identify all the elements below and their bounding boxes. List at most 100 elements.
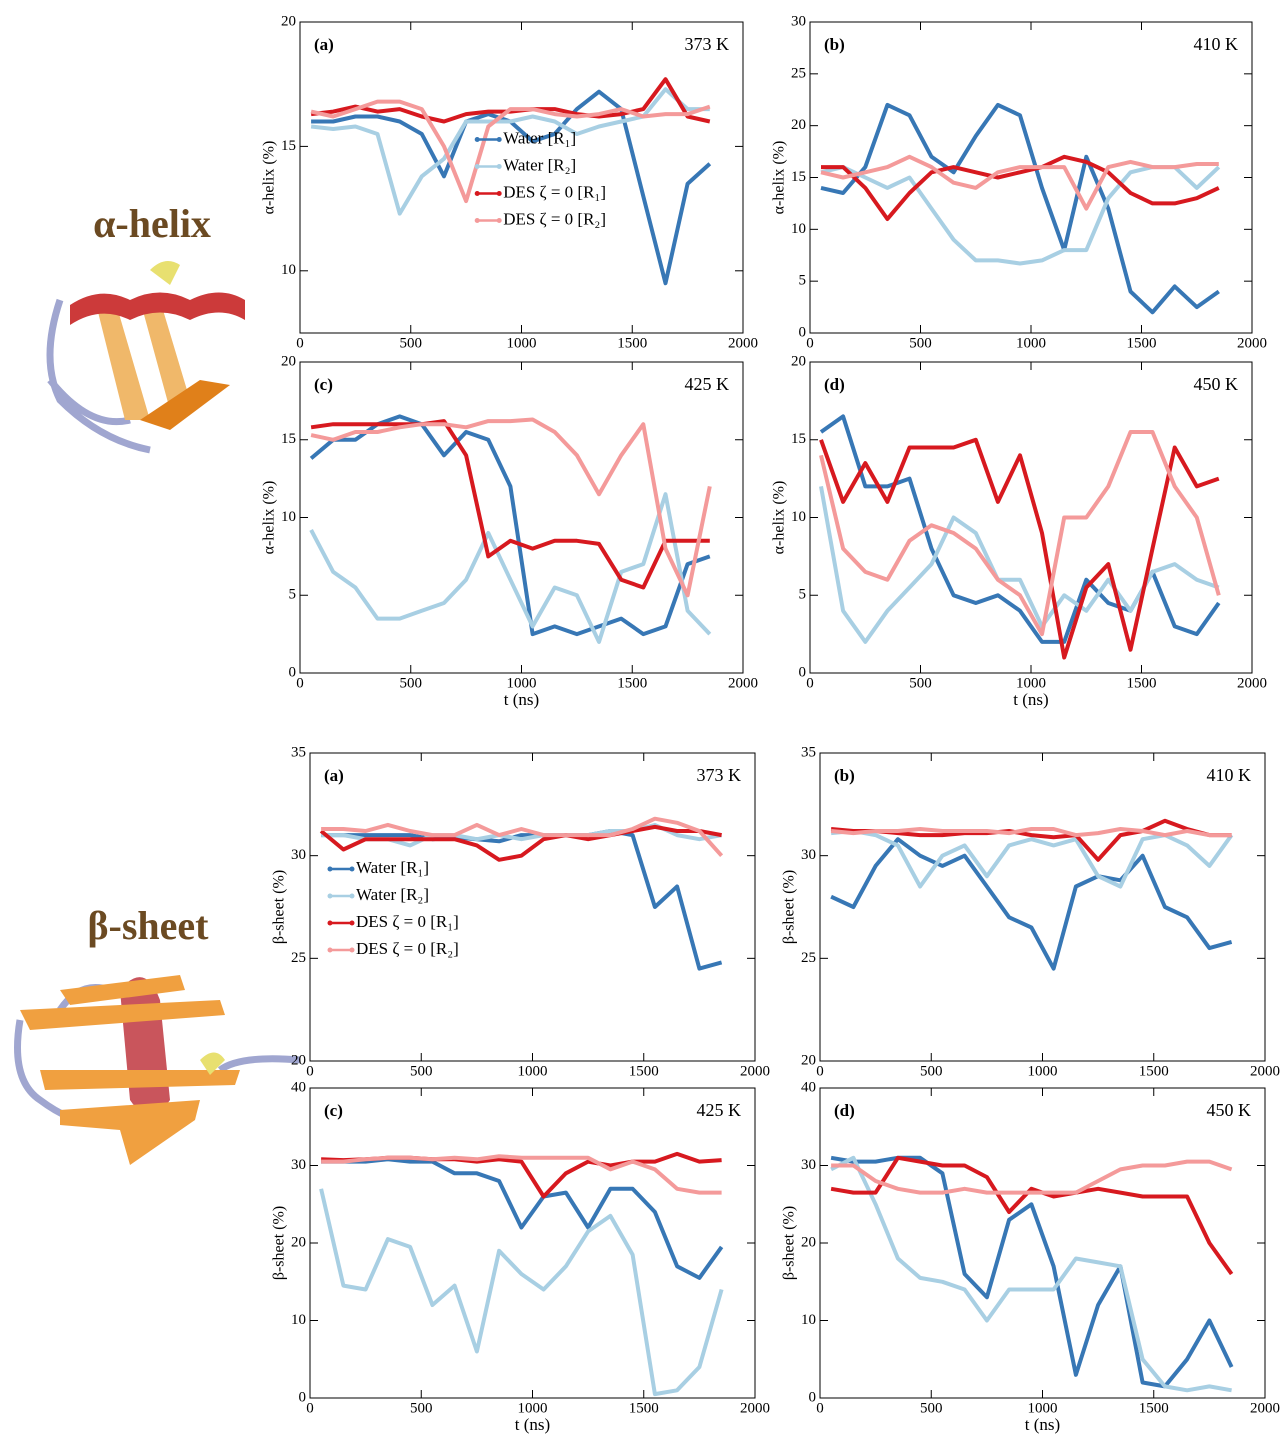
x-tick-label: 0: [306, 1063, 314, 1079]
y-tick-label: 10: [281, 509, 296, 525]
legend-marker: [328, 921, 333, 926]
series-line: [821, 440, 1219, 658]
x-tick-label: 1000: [1016, 335, 1046, 351]
x-tick-label: 1000: [507, 335, 537, 351]
x-tick-label: 1000: [518, 1063, 548, 1079]
panel-label: (b): [824, 35, 845, 54]
panel-label: (a): [324, 766, 344, 785]
annotation: 450 K: [1207, 1100, 1252, 1120]
x-tick-label: 500: [410, 1400, 433, 1416]
sheet-protein: [18, 975, 301, 1165]
panel-label: (d): [824, 375, 845, 394]
y-tick-label: 10: [281, 262, 296, 278]
y-tick-label: 0: [799, 324, 807, 340]
annotation: 373 K: [697, 765, 742, 785]
y-tick-label: 15: [281, 431, 296, 447]
y-axis-label: α-helix (%): [771, 481, 788, 555]
y-axis-label: β-sheet (%): [781, 870, 798, 944]
legend-label: Water [R₂]: [503, 155, 576, 174]
annotation: 410 K: [1207, 765, 1252, 785]
y-tick-label: 20: [801, 1234, 816, 1250]
y-tick-label: 25: [291, 950, 306, 966]
x-tick-label: 500: [920, 1400, 943, 1416]
legend-marker: [497, 164, 502, 169]
x-tick-label: 1500: [1127, 335, 1157, 351]
y-axis-label: α-helix (%): [261, 141, 278, 215]
x-tick-label: 0: [306, 1400, 314, 1416]
legend-marker: [497, 218, 502, 223]
y-axis-label: α-helix (%): [261, 481, 278, 555]
x-tick-label: 1500: [1139, 1063, 1169, 1079]
y-tick-label: 10: [291, 1312, 306, 1328]
figure: α-helix β-sheet 0500100015002000101520α-…: [0, 0, 1280, 1435]
y-tick-label: 40: [291, 1079, 306, 1095]
y-tick-label: 5: [799, 273, 807, 289]
y-tick-label: 20: [291, 1052, 306, 1068]
series-line: [831, 831, 1232, 887]
x-tick-label: 1500: [629, 1063, 659, 1079]
x-tick-label: 500: [400, 335, 423, 351]
y-tick-label: 30: [801, 1157, 816, 1173]
plot-frame: [300, 362, 743, 673]
y-tick-label: 20: [791, 117, 806, 133]
legend-label: DES ζ = 0 [R₁]: [356, 912, 459, 931]
legend-marker: [328, 894, 333, 899]
x-tick-label: 1500: [617, 335, 647, 351]
y-tick-label: 0: [809, 1389, 817, 1405]
y-tick-label: 30: [291, 847, 306, 863]
y-axis-label: α-helix (%): [771, 141, 788, 215]
x-tick-label: 2000: [1250, 1063, 1280, 1079]
annotation: 425 K: [697, 1100, 742, 1120]
series-line: [311, 421, 710, 587]
side-label: β-sheet: [87, 903, 209, 948]
x-tick-label: 500: [909, 335, 932, 351]
series-line: [321, 1189, 721, 1394]
x-tick-label: 500: [920, 1063, 943, 1079]
x-tick-label: 1500: [629, 1400, 659, 1416]
legend-marker: [328, 867, 333, 872]
annotation: 425 K: [685, 374, 730, 394]
x-tick-label: 1000: [1028, 1063, 1058, 1079]
series-line: [311, 416, 710, 634]
y-tick-label: 10: [801, 1312, 816, 1328]
y-axis-label: β-sheet (%): [271, 1206, 288, 1280]
legend-marker: [497, 191, 502, 196]
x-tick-label: 500: [400, 675, 423, 691]
y-tick-label: 30: [791, 13, 806, 29]
x-tick-label: 2000: [1237, 675, 1267, 691]
x-tick-label: 0: [816, 1063, 824, 1079]
y-tick-label: 20: [281, 13, 296, 29]
page: α-helix β-sheet 0500100015002000101520α-…: [0, 0, 1280, 1435]
annotation: 373 K: [685, 34, 730, 54]
plot-frame: [820, 1088, 1265, 1398]
x-axis-label: t (ns): [515, 1415, 550, 1434]
y-tick-label: 20: [291, 1234, 306, 1250]
legend-marker: [475, 191, 480, 196]
y-tick-label: 20: [791, 353, 806, 369]
y-tick-label: 5: [289, 587, 297, 603]
x-tick-label: 2000: [1250, 1400, 1280, 1416]
y-tick-label: 15: [791, 431, 806, 447]
legend-label: DES ζ = 0 [R₂]: [503, 209, 606, 228]
y-tick-label: 5: [799, 587, 807, 603]
legend-marker: [328, 948, 333, 953]
y-tick-label: 20: [281, 353, 296, 369]
x-tick-label: 0: [806, 675, 814, 691]
y-tick-label: 35: [801, 744, 816, 760]
panel-label: (c): [314, 375, 333, 394]
x-axis-label: t (ns): [1013, 690, 1048, 709]
annotation: 450 K: [1194, 374, 1239, 394]
legend-label: DES ζ = 0 [R₁]: [503, 182, 606, 201]
legend-marker: [350, 921, 355, 926]
panel-label: (b): [834, 766, 855, 785]
series-line: [821, 432, 1219, 634]
series-line: [821, 167, 1219, 263]
annotation: 410 K: [1194, 34, 1239, 54]
y-tick-label: 25: [791, 65, 806, 81]
legend-label: Water [R₁]: [356, 858, 429, 877]
x-tick-label: 0: [806, 335, 814, 351]
x-tick-label: 500: [909, 675, 932, 691]
x-tick-label: 0: [296, 675, 304, 691]
series-line: [831, 839, 1232, 968]
legend-marker: [350, 948, 355, 953]
